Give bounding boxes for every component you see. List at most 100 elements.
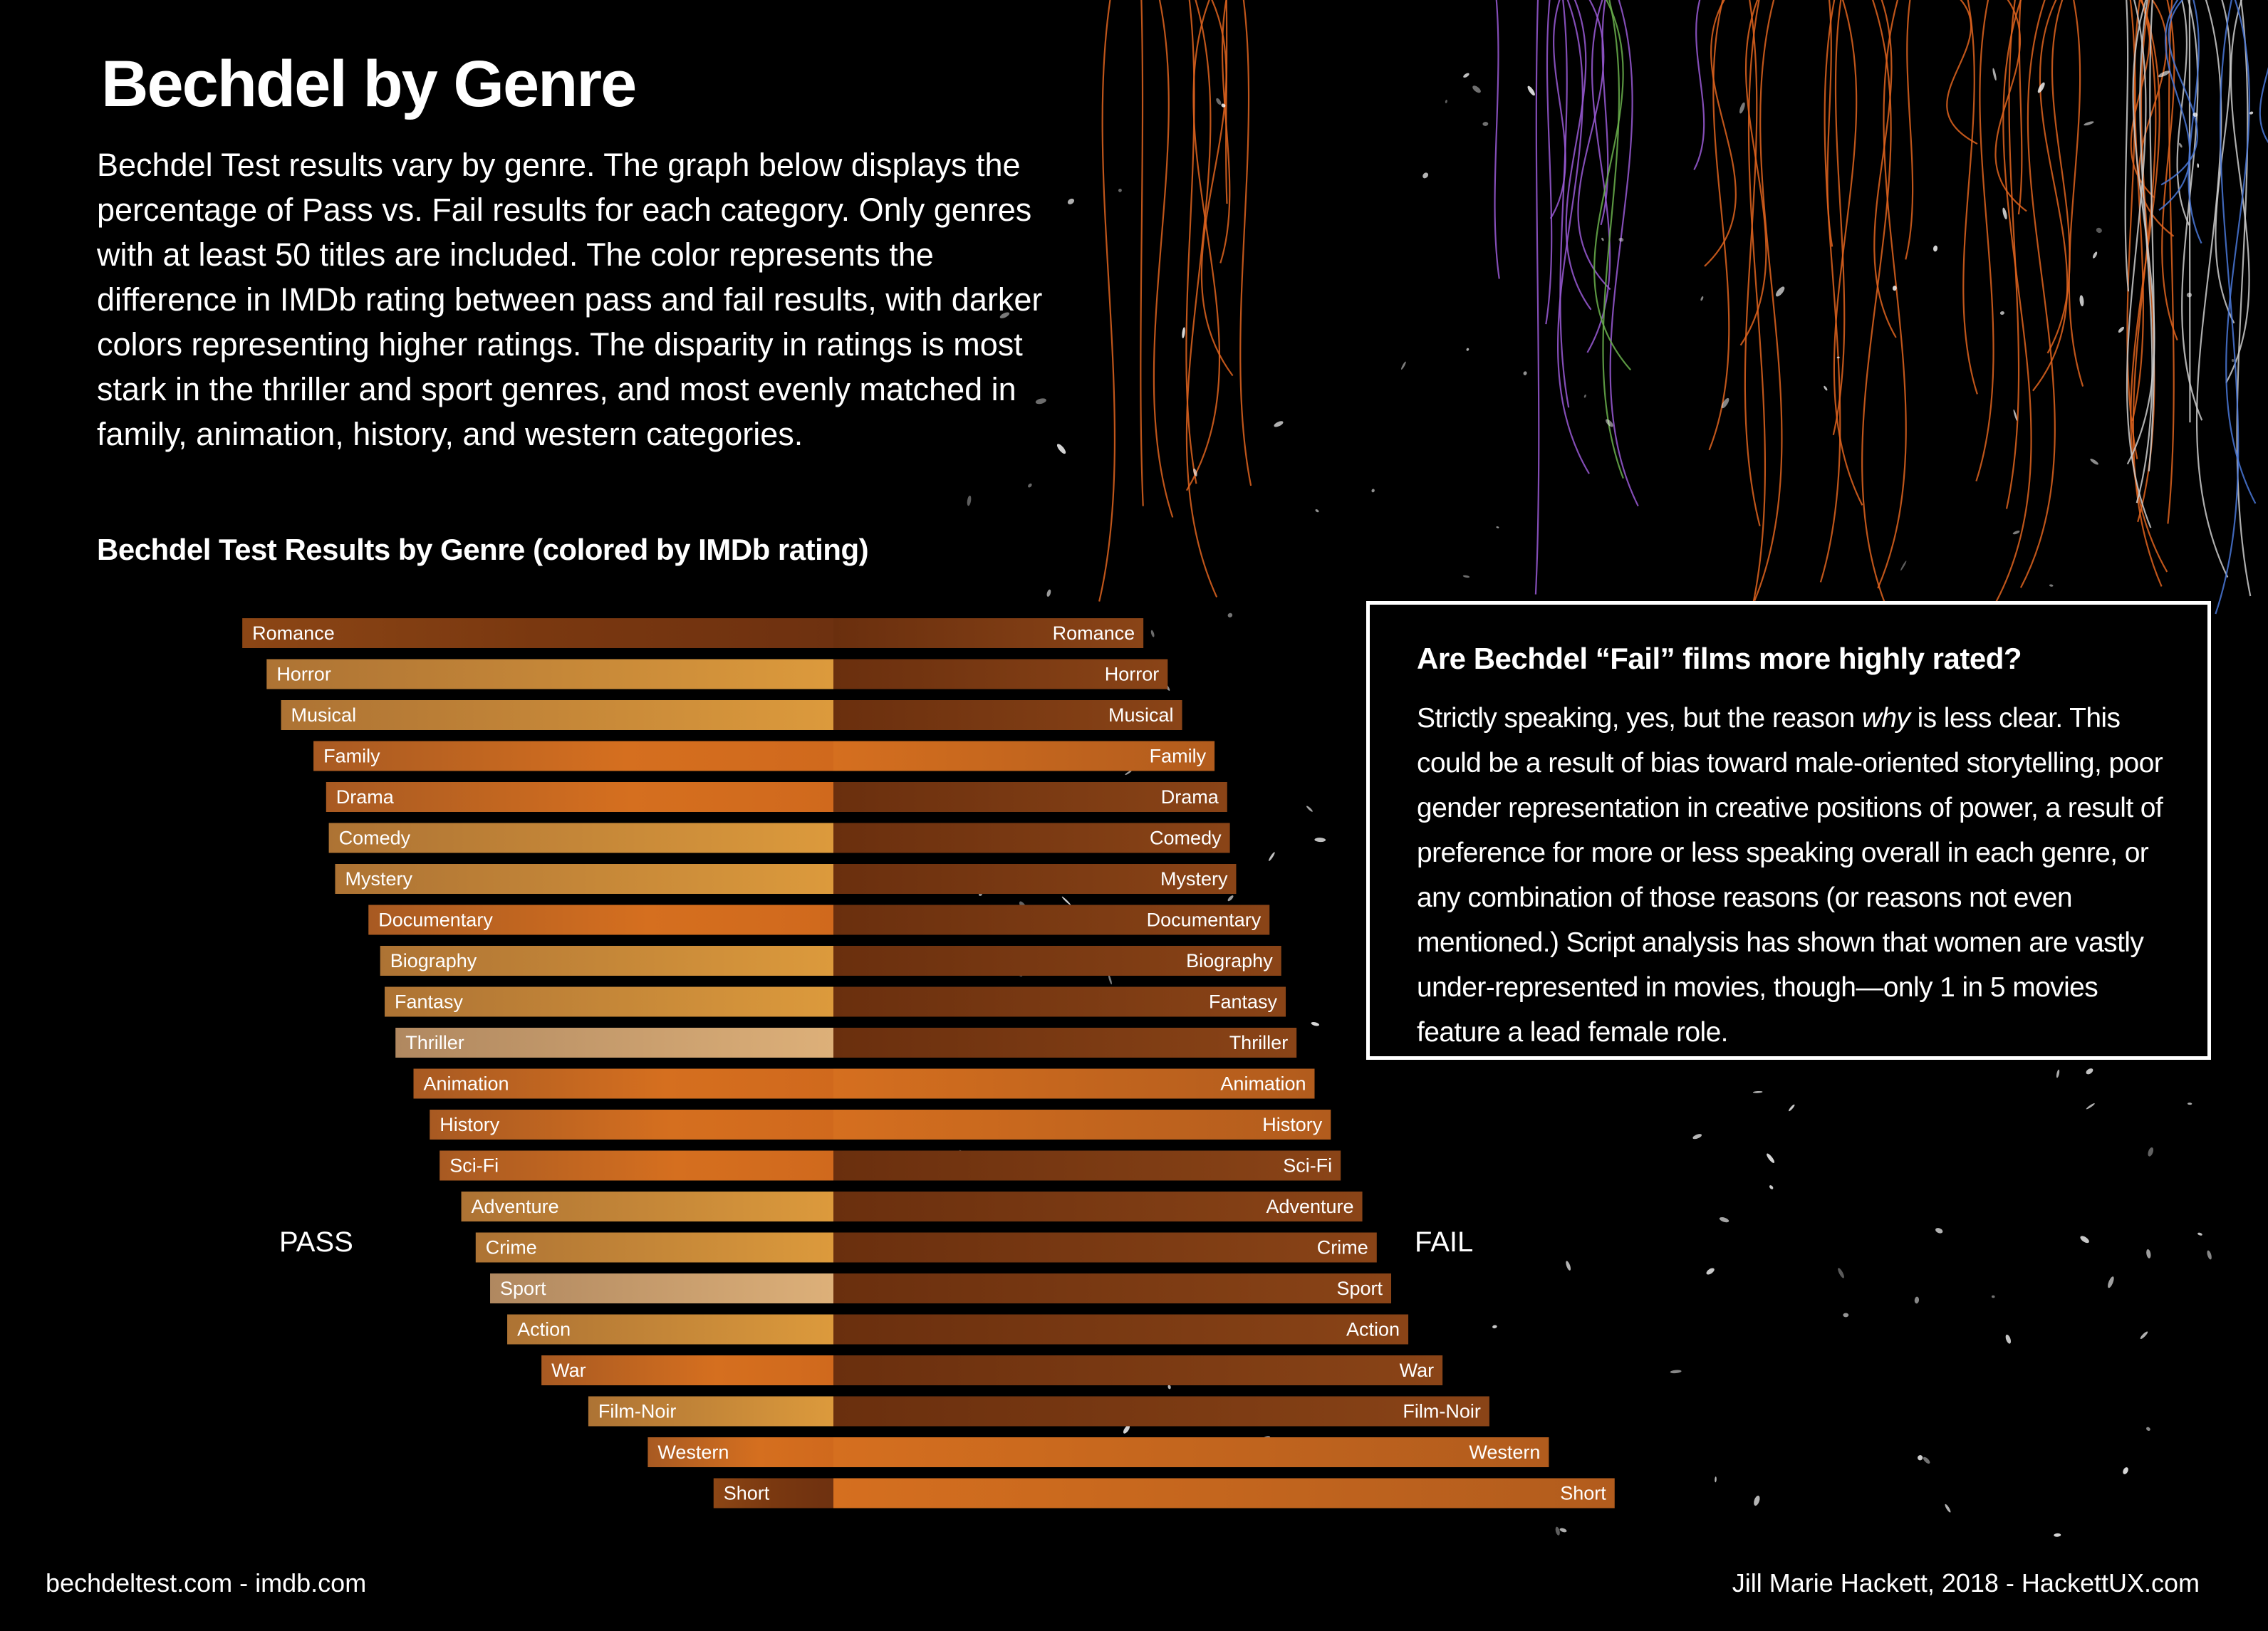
- decorative-strand: [1744, 0, 1761, 526]
- decorative-strand: [1185, 0, 1197, 484]
- decorative-speck: [2207, 1250, 2212, 1260]
- pass-bar-label-mystery: Mystery: [345, 868, 412, 890]
- fail-bar-romance: [833, 618, 1144, 648]
- fail-bar-label-horror: Horror: [1105, 664, 1160, 685]
- pass-bar-film-noir: [588, 1396, 833, 1427]
- decorative-speck: [1715, 1476, 1717, 1483]
- decorative-speck: [2080, 1236, 2089, 1244]
- fail-bar-family: [833, 741, 1215, 771]
- decorative-strand: [1153, 0, 1174, 518]
- decorative-speck: [1754, 1495, 1760, 1506]
- decorative-strand: [1754, 0, 1783, 601]
- decorative-strand: [2032, 0, 2069, 392]
- decorative-speck: [2146, 1427, 2150, 1431]
- decorative-strand: [1833, 0, 1863, 506]
- fail-bar-label-musical: Musical: [1108, 704, 1174, 726]
- fail-bar-war: [833, 1355, 1443, 1385]
- pass-bar-history: [430, 1110, 833, 1140]
- decorative-strand: [2124, 0, 2130, 292]
- fail-bar-label-crime: Crime: [1317, 1237, 1368, 1259]
- decorative-strand: [1994, 0, 2027, 212]
- pass-bar-label-family: Family: [323, 746, 380, 767]
- decorative-strand: [1545, 0, 1553, 325]
- decorative-strand: [1239, 0, 1252, 486]
- decorative-speck: [1150, 630, 1155, 637]
- decorative-strand: [1743, 0, 1767, 640]
- decorative-strand: [1494, 0, 1500, 279]
- page-title: Bechdel by Genre: [101, 48, 637, 120]
- fail-bar-label-short: Short: [1560, 1483, 1606, 1504]
- fail-bar-horror: [833, 659, 1168, 689]
- pass-bar-adventure: [461, 1192, 833, 1221]
- decorative-strand: [2068, 0, 2084, 387]
- pass-bar-label-history: History: [439, 1114, 500, 1135]
- pass-bar-label-war: War: [551, 1360, 586, 1381]
- pass-bar-label-animation: Animation: [424, 1073, 509, 1095]
- decorative-speck: [2084, 121, 2094, 126]
- callout-title: Are Bechdel “Fail” films more highly rat…: [1417, 642, 2022, 675]
- decorative-speck: [1914, 1296, 1920, 1304]
- decorative-speck: [1991, 1295, 1995, 1298]
- decorative-strand: [2046, 0, 2071, 354]
- decorative-strand: [1577, 0, 1611, 291]
- fail-bar-comedy: [833, 823, 1230, 853]
- decorative-speck: [1752, 1090, 1763, 1093]
- decorative-strand: [1693, 0, 1705, 170]
- decorative-strand: [1549, 0, 1566, 219]
- footer-credit: Jill Marie Hackett, 2018 - HackettUX.com: [1732, 1568, 2200, 1598]
- decorative-speck: [1046, 589, 1051, 597]
- decorative-speck: [1838, 1268, 1844, 1278]
- pass-bar-crime: [475, 1232, 833, 1263]
- decorative-speck: [1056, 444, 1066, 454]
- decorative-strand: [1098, 0, 1116, 602]
- decorative-speck: [1108, 974, 1112, 985]
- pass-bar-musical: [281, 700, 833, 730]
- decorative-speck: [1482, 122, 1489, 126]
- decorative-speck: [1269, 852, 1275, 861]
- decorative-strand: [1185, 0, 1218, 598]
- decorative-speck: [1123, 1425, 1130, 1434]
- decorative-speck: [1892, 286, 1897, 291]
- decorative-speck: [1739, 102, 1745, 114]
- decorative-strand: [2005, 0, 2020, 509]
- pass-bar-family: [313, 741, 834, 771]
- decorative-speck: [1923, 1457, 1930, 1464]
- decorative-speck: [1227, 895, 1234, 902]
- decorative-speck: [1769, 1185, 1774, 1189]
- fail-bar-label-history: History: [1262, 1114, 1323, 1135]
- intro-paragraph: Bechdel Test results vary by genre. The …: [97, 147, 1043, 452]
- decorative-speck: [967, 495, 972, 506]
- pass-bar-label-sci-fi: Sci-Fi: [449, 1155, 499, 1177]
- pass-bar-documentary: [368, 905, 833, 935]
- fail-bar-biography: [833, 946, 1281, 976]
- decorative-strand: [1905, 0, 1914, 260]
- decorative-speck: [2148, 1147, 2154, 1157]
- decorative-speck: [2187, 1103, 2192, 1105]
- fail-bar-label-film-noir: Film-Noir: [1403, 1401, 1480, 1422]
- decorative-speck: [1118, 188, 1122, 192]
- fail-bar-label-sci-fi: Sci-Fi: [1283, 1155, 1332, 1177]
- decorative-speck: [2231, 359, 2235, 363]
- decorative-strand: [1185, 0, 1221, 491]
- decorative-strand: [1946, 0, 1978, 145]
- decorative-speck: [1306, 806, 1313, 812]
- decorative-speck: [1670, 1370, 1682, 1374]
- pass-bar-war: [541, 1355, 833, 1385]
- decorative-strand: [1559, 0, 1570, 408]
- decorative-strand: [2161, 0, 2178, 341]
- decorative-strand: [1557, 0, 1590, 474]
- decorative-strand: [2225, 0, 2250, 383]
- decorative-strand: [2215, 0, 2240, 615]
- fail-bar-label-comedy: Comedy: [1150, 828, 1222, 849]
- decorative-speck: [1719, 1217, 1729, 1223]
- fail-bar-history: [833, 1110, 1331, 1140]
- pass-bar-short: [713, 1478, 833, 1508]
- decorative-speck: [2140, 1331, 2148, 1339]
- decorative-speck: [1227, 613, 1233, 618]
- pass-label: PASS: [279, 1226, 353, 1258]
- pass-bar-label-adventure: Adventure: [472, 1196, 559, 1217]
- decorative-speck: [1067, 198, 1075, 204]
- decorative-speck: [1555, 1526, 1560, 1536]
- decorative-strand: [1826, 0, 1833, 247]
